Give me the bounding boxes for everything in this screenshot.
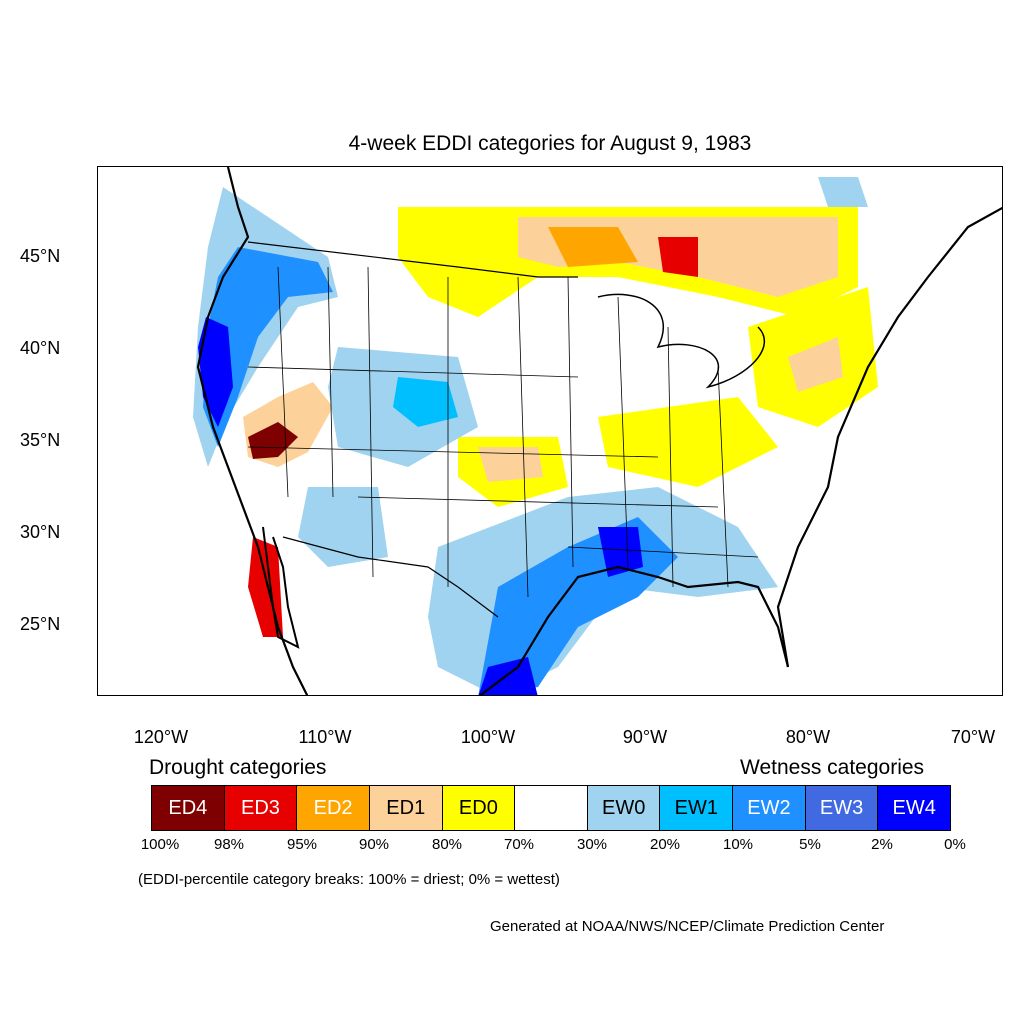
wetness-categories-heading: Wetness categories (740, 756, 925, 779)
legend-color-bar: ED4 ED3 ED2 ED1 ED0 EW0 EW1 EW2 EW3 EW4 (151, 785, 951, 831)
legend-box-ed1: ED1 (369, 786, 443, 830)
legend-box-ed2: ED2 (297, 786, 370, 830)
coastline-pacific (196, 167, 309, 695)
legend-box-ew3: EW3 (805, 786, 879, 830)
credit-line: Generated at NOAA/NWS/NCEP/Climate Predi… (490, 918, 885, 935)
border-canada (247, 241, 578, 278)
lon-label: 80°W (785, 727, 831, 747)
map-panel (97, 166, 1003, 696)
break-label: 100% (140, 836, 180, 853)
region-ed1-plains (478, 447, 543, 482)
state-lines (247, 266, 759, 598)
region-ew4-gulf (598, 527, 643, 577)
break-label: 2% (871, 836, 893, 853)
lon-label: 100°W (460, 727, 516, 747)
legend-box-ew1: EW1 (660, 786, 734, 830)
coastline-baja (262, 526, 300, 649)
eddi-map (193, 167, 1002, 695)
break-label: 98% (213, 836, 245, 853)
lon-label: 120°W (133, 727, 189, 747)
lon-label: 90°W (622, 727, 668, 747)
break-label: 70% (503, 836, 535, 853)
legend-box-ed3: ED3 (224, 786, 298, 830)
lat-label: 30°N (20, 522, 61, 542)
region-ed3-north (658, 237, 698, 277)
legend-box-ew4: EW4 (878, 786, 951, 830)
break-label: 5% (799, 836, 821, 853)
legend-box-ew2: EW2 (733, 786, 806, 830)
break-label: 10% (722, 836, 754, 853)
region-ed1-northeast (788, 337, 843, 392)
category-note: (EDDI-percentile category breaks: 100% =… (138, 871, 560, 888)
legend-box-ed4: ED4 (152, 786, 225, 830)
legend-box-ed0: ED0 (442, 786, 516, 830)
break-label: 30% (576, 836, 608, 853)
region-ew1-interior (393, 377, 458, 427)
lat-label: 45°N (20, 246, 61, 266)
map-title: 4-week EDDI categories for August 9, 198… (348, 132, 752, 155)
coastline-atlantic (776, 206, 1002, 668)
break-label: 0% (944, 836, 966, 853)
region-ed0-midwest (598, 397, 778, 487)
lat-label: 40°N (20, 338, 61, 358)
lat-label: 35°N (20, 430, 61, 450)
region-ew2-west (203, 247, 333, 447)
drought-categories-heading: Drought categories (149, 756, 327, 779)
lon-label: 110°W (298, 727, 352, 747)
region-ew0-southwest (298, 487, 388, 567)
legend-box-ew0: EW0 (587, 786, 661, 830)
coastline-gulf (478, 565, 790, 695)
break-label: 20% (649, 836, 681, 853)
legend-box-neutral (515, 786, 588, 830)
great-lakes (597, 293, 765, 389)
border-mexico (282, 536, 499, 618)
region-ed2-north (548, 227, 638, 267)
break-label: 95% (286, 836, 318, 853)
category-shading (193, 177, 878, 695)
lon-label: 70°W (950, 727, 996, 747)
break-label: 90% (358, 836, 390, 853)
break-label: 80% (431, 836, 463, 853)
region-ew0-canada-east (818, 177, 868, 207)
lat-label: 25°N (20, 614, 61, 634)
